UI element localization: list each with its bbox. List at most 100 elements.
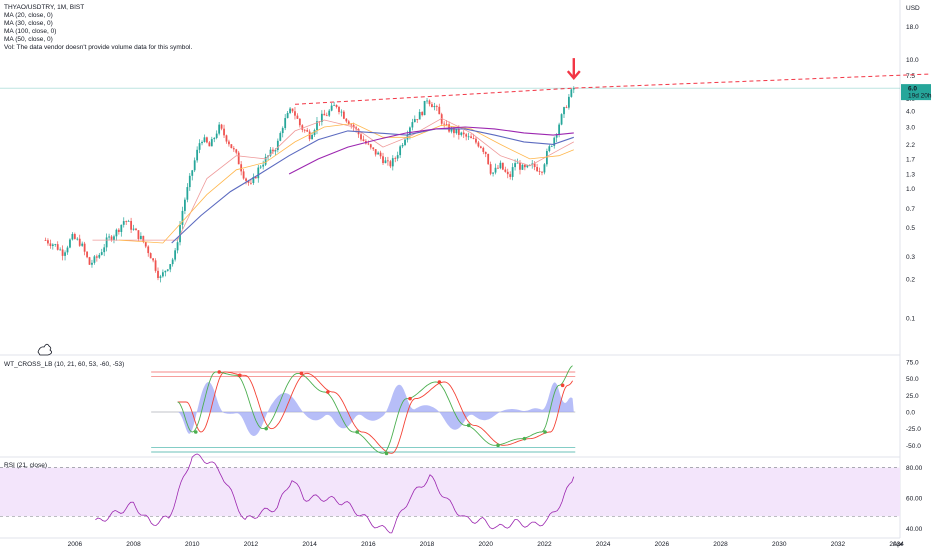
time-tick: 2026	[655, 541, 670, 548]
candle-body	[171, 259, 174, 265]
candle-body	[497, 167, 499, 169]
candle-body	[362, 139, 365, 142]
candle-body	[132, 228, 135, 230]
candle	[428, 99, 431, 107]
candle-body	[51, 244, 54, 246]
candle	[184, 197, 186, 215]
countdown-label: 19d 20h	[908, 93, 932, 100]
candle-body	[169, 264, 172, 270]
rsi-band	[0, 467, 900, 517]
candle-body	[311, 134, 313, 140]
candle-body	[164, 270, 167, 273]
candle	[572, 86, 575, 94]
candle	[78, 234, 81, 247]
candle-body	[423, 100, 426, 116]
candle-body	[382, 156, 384, 164]
candle-body	[159, 276, 162, 279]
candle-body	[457, 128, 460, 135]
candle	[286, 111, 289, 119]
candle-body	[91, 262, 93, 265]
candle-body	[139, 235, 142, 239]
candle-body	[379, 152, 382, 157]
candle	[533, 161, 536, 171]
candle	[176, 238, 179, 254]
candle-body	[340, 111, 343, 113]
candle-body	[313, 130, 316, 135]
candle	[237, 150, 240, 165]
candle	[455, 128, 458, 135]
candle	[362, 135, 365, 142]
wt-axis-tick: 75.0	[906, 360, 919, 367]
candle	[416, 119, 419, 123]
candle	[100, 248, 103, 256]
price-tick: 4.0	[906, 108, 915, 115]
candle	[521, 163, 524, 171]
candle-body	[71, 234, 74, 240]
candle-body	[276, 140, 279, 150]
candle-body	[78, 238, 81, 246]
candle	[122, 217, 125, 228]
wt-cross-dot	[496, 443, 500, 448]
candle-body	[127, 220, 130, 222]
candle-body	[401, 145, 404, 147]
moving-average-line	[92, 117, 574, 241]
candle	[467, 132, 470, 141]
candle-body	[568, 96, 570, 108]
candle	[553, 136, 556, 149]
candle-body	[210, 139, 213, 147]
candle	[88, 256, 91, 265]
candle-body	[130, 220, 132, 230]
candle	[191, 169, 194, 181]
candle-body	[433, 106, 436, 108]
candle	[465, 132, 468, 141]
rsi-label: RSI (21, close)	[4, 462, 47, 469]
candle-body	[93, 256, 96, 263]
candle-body	[179, 224, 181, 243]
candle	[333, 101, 336, 106]
candle	[213, 137, 216, 143]
candle-body	[489, 164, 492, 174]
candle	[64, 250, 66, 261]
legend-ma100: MA (100, close, 0)	[4, 28, 57, 35]
candle	[374, 149, 377, 157]
candle	[218, 121, 221, 136]
rsi-axis-tick: 40.00	[906, 526, 923, 533]
candle-body	[455, 128, 458, 134]
candle	[448, 121, 450, 133]
candle-body	[73, 234, 76, 239]
candle	[565, 105, 568, 109]
legend-ma50: MA (50, close, 0)	[4, 36, 53, 43]
candle-body	[237, 152, 240, 165]
candle-body	[228, 141, 230, 145]
candle-body	[49, 243, 52, 246]
wt-axis-tick: -50.0	[906, 443, 921, 450]
candle-body	[218, 124, 221, 134]
candle	[384, 157, 387, 164]
candle-body	[230, 144, 233, 149]
candle-body	[384, 160, 387, 164]
candle	[164, 270, 167, 277]
candle	[203, 134, 206, 143]
candle	[548, 144, 551, 153]
candle	[389, 159, 392, 169]
candle-body	[526, 165, 529, 168]
time-tick: 2016	[361, 541, 376, 548]
candle-body	[259, 166, 262, 168]
candle	[245, 177, 247, 185]
candle	[291, 108, 294, 113]
candle	[296, 113, 299, 120]
candle-body	[242, 171, 245, 179]
candle-body	[113, 236, 115, 241]
candle-body	[193, 160, 196, 171]
candle-body	[338, 107, 340, 113]
candle-body	[284, 118, 287, 129]
candle-body	[536, 167, 539, 172]
candle-body	[250, 182, 252, 184]
candle	[198, 139, 201, 154]
candle	[135, 227, 137, 231]
candle-body	[570, 89, 573, 97]
candle	[479, 145, 482, 149]
time-tick: Apr	[893, 541, 904, 548]
candle	[220, 123, 223, 131]
